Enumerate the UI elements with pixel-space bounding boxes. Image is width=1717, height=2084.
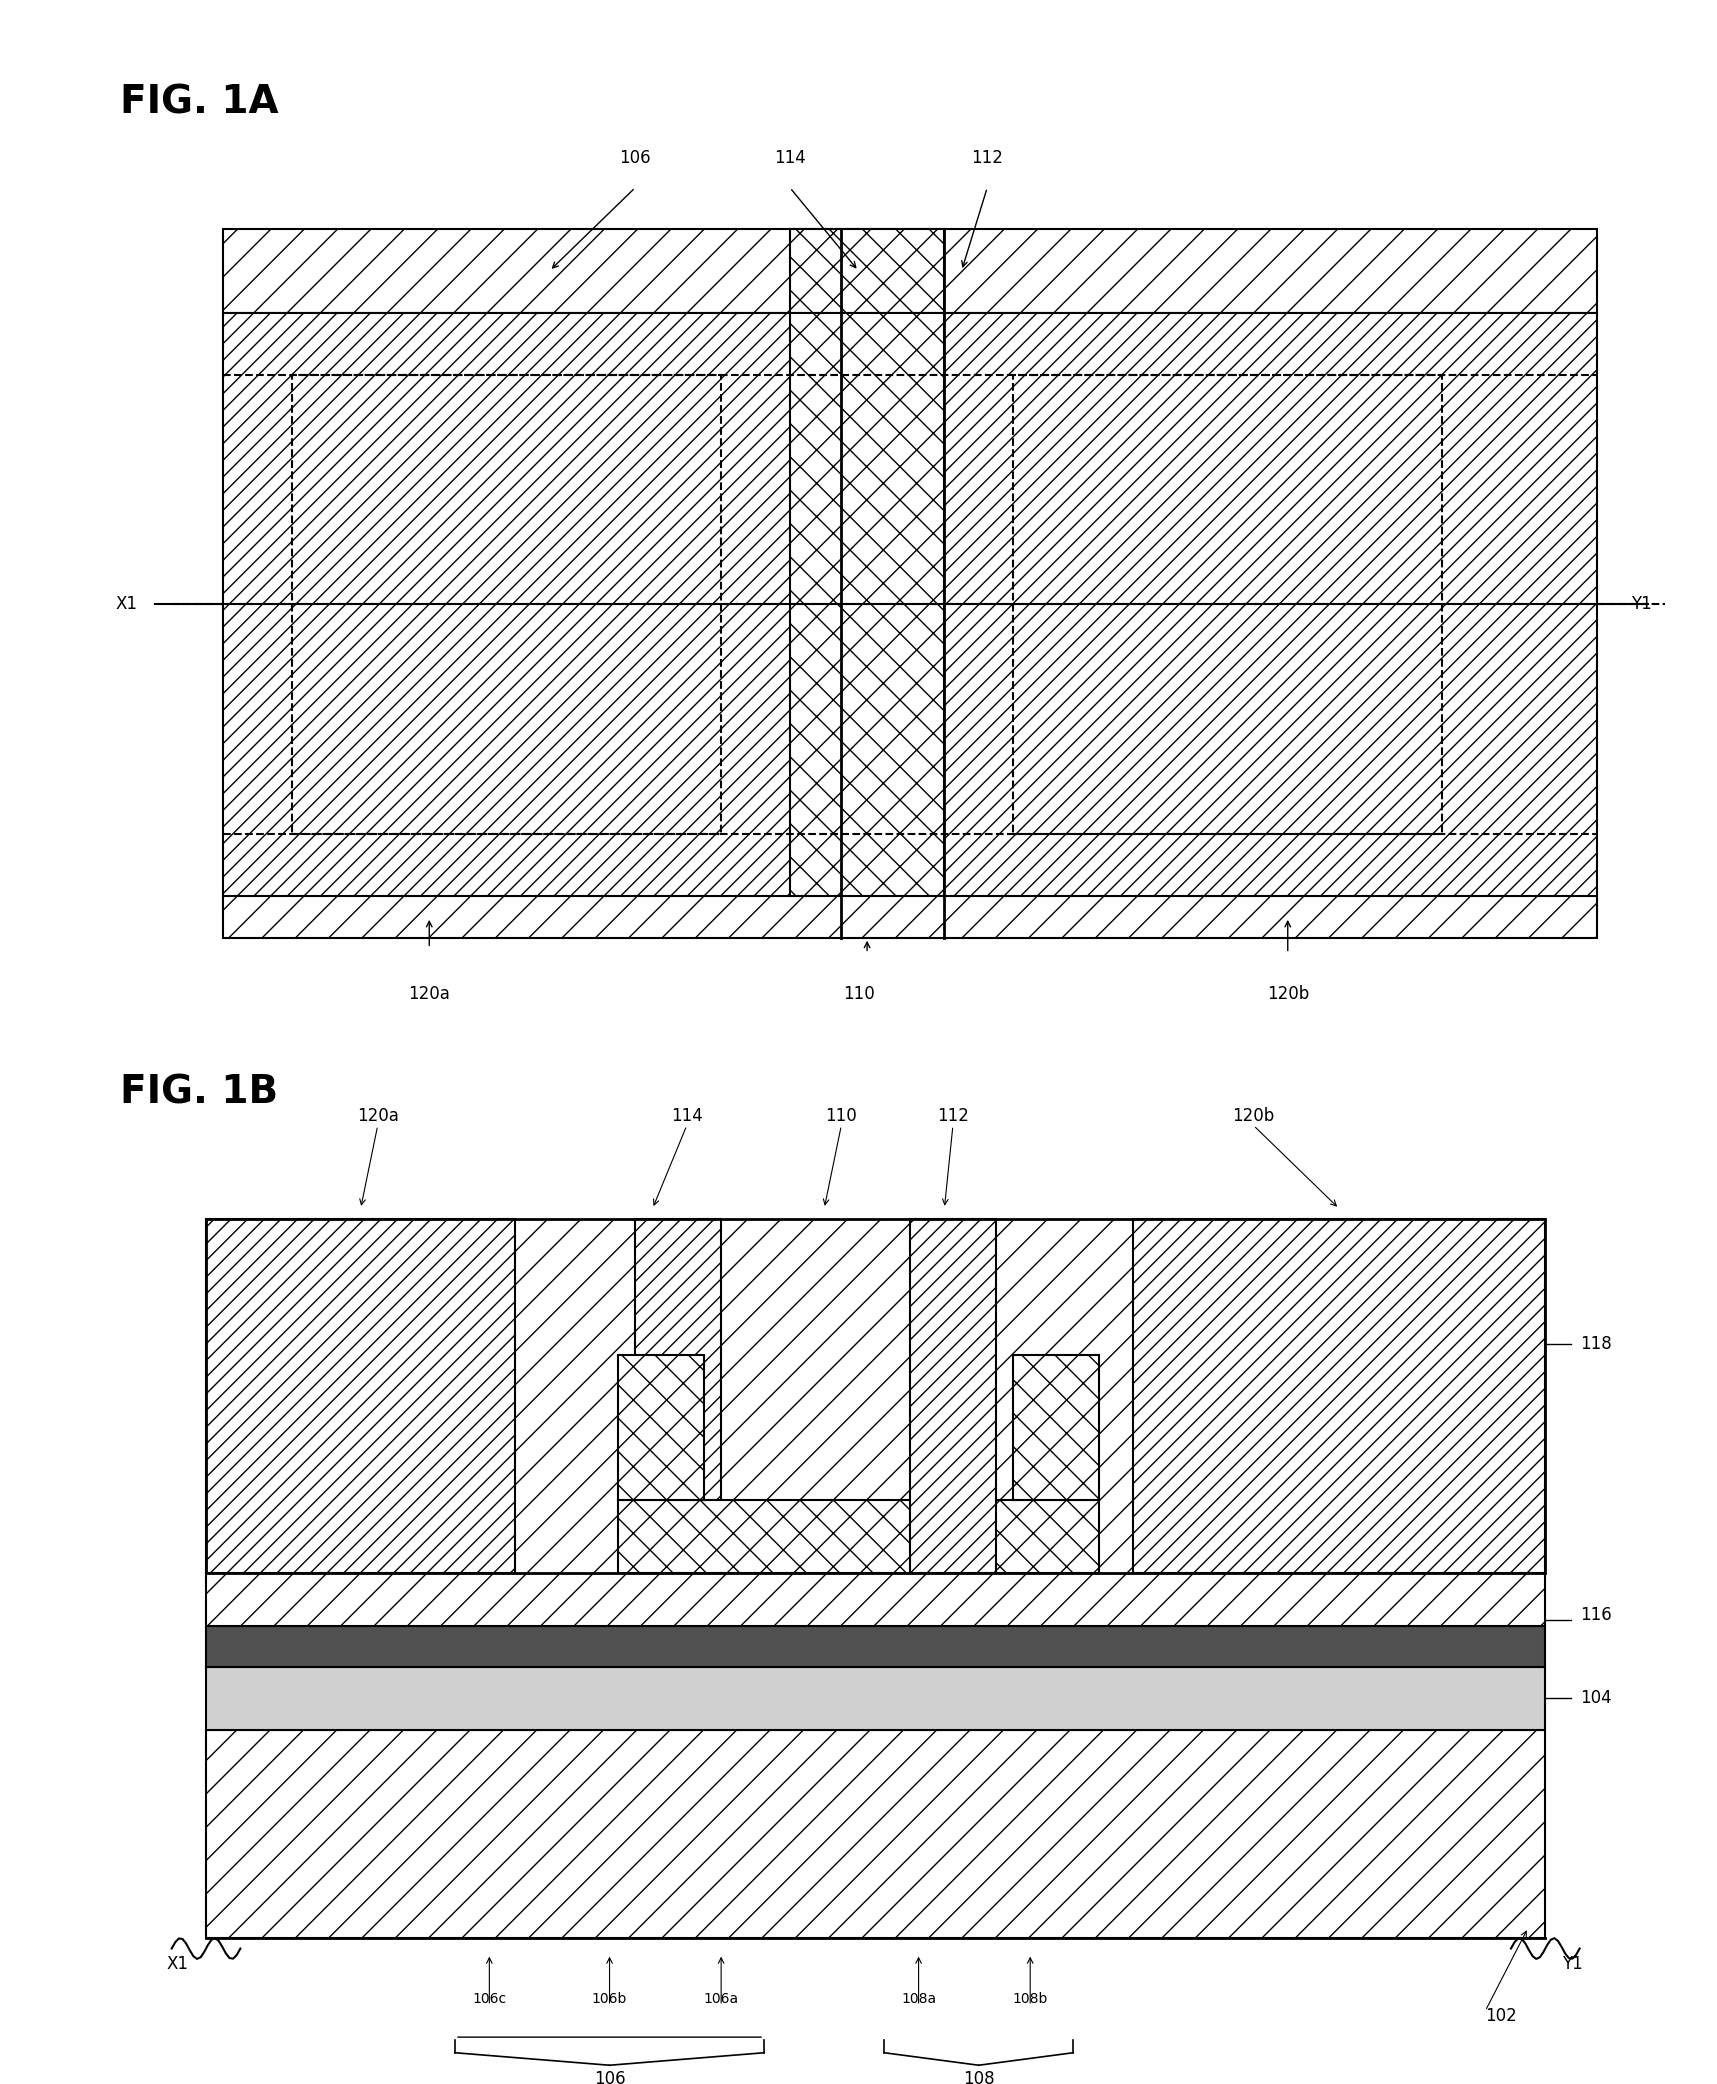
Bar	[790, 229, 944, 313]
Text: 112: 112	[972, 148, 1003, 167]
Bar	[618, 1500, 1099, 1573]
Text: 120a: 120a	[357, 1107, 398, 1125]
Bar	[223, 313, 841, 917]
Bar	[292, 375, 721, 834]
Bar	[1013, 1355, 1099, 1500]
Bar	[223, 896, 1597, 938]
Bar	[1013, 375, 1442, 834]
Bar	[790, 313, 944, 917]
Bar	[944, 313, 1597, 917]
Text: 118: 118	[1580, 1336, 1611, 1353]
Text: 116: 116	[1580, 1607, 1611, 1623]
Text: X1: X1	[115, 596, 137, 613]
Bar	[206, 1730, 1545, 1938]
Text: FIG. 1B: FIG. 1B	[120, 1073, 278, 1111]
Text: 108b: 108b	[1013, 1992, 1047, 2005]
Text: 120b: 120b	[1233, 1107, 1274, 1125]
Text: Y1: Y1	[1562, 1955, 1583, 1974]
Bar	[206, 1667, 1545, 1730]
Text: FIG. 1A: FIG. 1A	[120, 83, 278, 121]
Bar	[223, 229, 1597, 313]
Text: 114: 114	[671, 1107, 702, 1125]
Text: 106: 106	[594, 2071, 625, 2084]
Text: 106b: 106b	[592, 1992, 627, 2005]
Bar	[910, 1219, 996, 1573]
Text: 106c: 106c	[472, 1992, 507, 2005]
Bar	[618, 1355, 704, 1500]
Bar	[206, 1219, 515, 1573]
Bar	[206, 1573, 1545, 1626]
Text: 120a: 120a	[409, 986, 450, 1002]
Text: 114: 114	[774, 148, 805, 167]
Bar	[1133, 1219, 1545, 1573]
Bar	[515, 1219, 1133, 1573]
Text: 108: 108	[963, 2071, 994, 2084]
Text: 110: 110	[826, 1107, 857, 1125]
Text: 106: 106	[620, 148, 651, 167]
Text: 112: 112	[937, 1107, 968, 1125]
Text: 108a: 108a	[901, 1992, 936, 2005]
Text: Y1: Y1	[1631, 596, 1652, 613]
Text: 110: 110	[843, 986, 874, 1002]
Text: 120b: 120b	[1267, 986, 1308, 1002]
Text: 106a: 106a	[704, 1992, 738, 2005]
Bar	[635, 1219, 721, 1573]
Text: X1: X1	[167, 1955, 189, 1974]
Text: 102: 102	[1485, 2007, 1516, 2026]
Bar	[206, 1219, 1545, 1573]
Text: 104: 104	[1580, 1690, 1611, 1707]
Bar	[206, 1626, 1545, 1667]
